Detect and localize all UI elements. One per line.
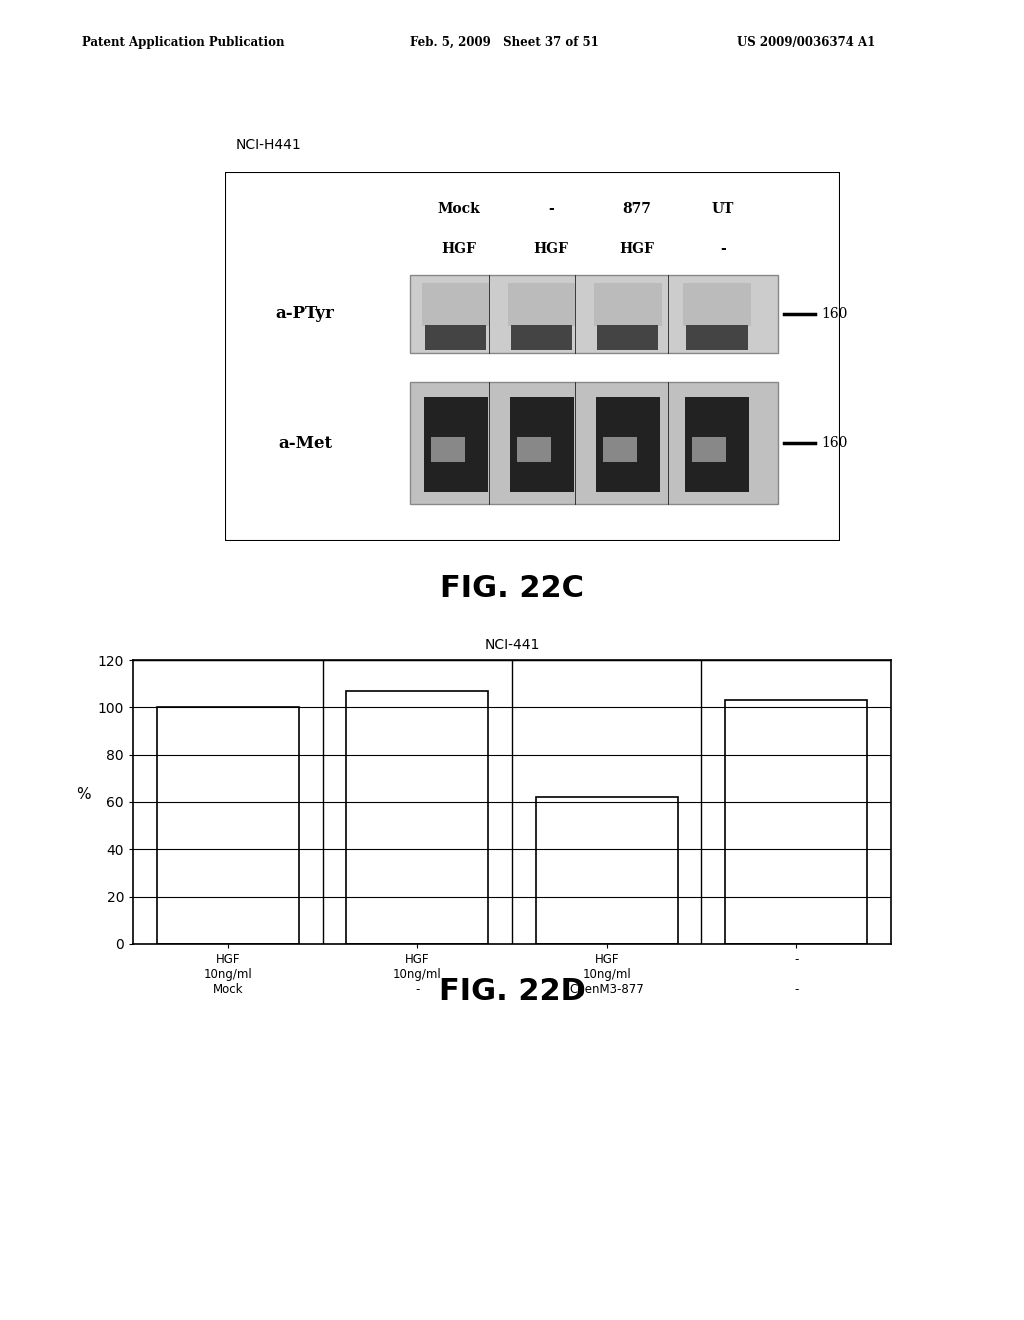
Bar	[596, 397, 659, 492]
Text: 877: 877	[623, 202, 651, 215]
Bar	[536, 797, 678, 944]
Y-axis label: %: %	[77, 787, 91, 801]
Text: -: -	[720, 242, 726, 256]
Text: HGF: HGF	[441, 242, 476, 256]
Bar	[422, 282, 489, 326]
Text: US 2009/0036374 A1: US 2009/0036374 A1	[737, 36, 876, 49]
Bar	[425, 325, 486, 350]
Text: 160: 160	[821, 306, 848, 321]
Text: 160: 160	[821, 436, 848, 450]
Bar	[157, 708, 299, 944]
Bar	[603, 437, 637, 462]
Bar	[410, 275, 778, 352]
Bar	[685, 397, 749, 492]
Text: HGF: HGF	[620, 242, 654, 256]
Bar	[410, 383, 778, 504]
Bar	[508, 282, 575, 326]
Text: NCI-H441: NCI-H441	[236, 137, 301, 152]
Bar	[424, 397, 487, 492]
Bar	[725, 700, 867, 944]
Bar	[510, 397, 573, 492]
Text: -: -	[548, 202, 554, 215]
Text: Feb. 5, 2009   Sheet 37 of 51: Feb. 5, 2009 Sheet 37 of 51	[410, 36, 598, 49]
Text: UT: UT	[712, 202, 734, 215]
Text: HGF: HGF	[534, 242, 568, 256]
Bar	[686, 325, 748, 350]
Text: FIG. 22D: FIG. 22D	[438, 977, 586, 1006]
Text: Patent Application Publication: Patent Application Publication	[82, 36, 285, 49]
Bar	[683, 282, 751, 326]
Bar	[692, 437, 726, 462]
Bar	[431, 437, 465, 462]
Bar	[511, 325, 572, 350]
Text: a-PTyr: a-PTyr	[275, 305, 335, 322]
Text: a-Met: a-Met	[279, 434, 332, 451]
Text: FIG. 22C: FIG. 22C	[440, 574, 584, 603]
Bar	[346, 690, 488, 944]
Text: Mock: Mock	[437, 202, 480, 215]
Title: NCI-441: NCI-441	[484, 638, 540, 652]
Bar	[517, 437, 551, 462]
Bar	[594, 282, 662, 326]
Bar	[597, 325, 658, 350]
